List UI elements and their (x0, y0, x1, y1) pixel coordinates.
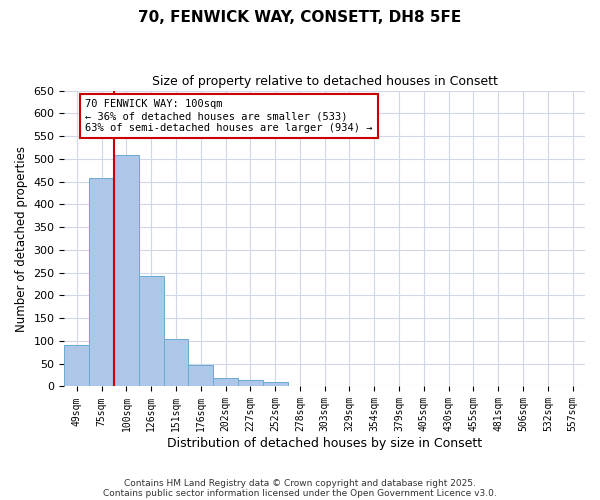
Bar (238, 380, 263, 386)
Bar (89, 178, 114, 386)
Bar (139, 276, 164, 386)
Bar (263, 382, 287, 386)
Text: Contains HM Land Registry data © Crown copyright and database right 2025.: Contains HM Land Registry data © Crown c… (124, 478, 476, 488)
Bar (213, 378, 238, 386)
Bar (114, 155, 139, 386)
Text: 70 FENWICK WAY: 100sqm
← 36% of detached houses are smaller (533)
63% of semi-de: 70 FENWICK WAY: 100sqm ← 36% of detached… (85, 100, 373, 132)
Y-axis label: Number of detached properties: Number of detached properties (15, 146, 28, 332)
Bar (64, 344, 89, 387)
Text: Contains public sector information licensed under the Open Government Licence v3: Contains public sector information licen… (103, 488, 497, 498)
X-axis label: Distribution of detached houses by size in Consett: Distribution of detached houses by size … (167, 437, 482, 450)
Bar (188, 364, 213, 386)
Bar (164, 338, 188, 386)
Title: Size of property relative to detached houses in Consett: Size of property relative to detached ho… (152, 75, 497, 88)
Text: 70, FENWICK WAY, CONSETT, DH8 5FE: 70, FENWICK WAY, CONSETT, DH8 5FE (139, 10, 461, 25)
